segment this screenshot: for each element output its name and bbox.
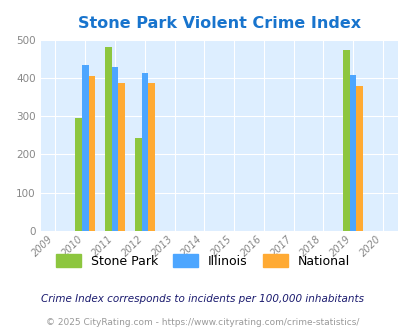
Bar [82,65,88,231]
Bar [88,76,95,231]
Title: Stone Park Violent Crime Index: Stone Park Violent Crime Index [77,16,360,31]
Text: © 2025 CityRating.com - https://www.cityrating.com/crime-statistics/: © 2025 CityRating.com - https://www.city… [46,318,359,327]
Bar [148,83,154,231]
Legend: Stone Park, Illinois, National: Stone Park, Illinois, National [51,249,354,273]
Bar [349,75,356,231]
Bar [141,73,148,231]
Text: Crime Index corresponds to incidents per 100,000 inhabitants: Crime Index corresponds to incidents per… [41,294,364,304]
Bar [111,67,118,231]
Bar [134,138,141,231]
Bar [105,47,111,231]
Bar [343,50,349,231]
Bar [118,83,125,231]
Bar [75,118,82,231]
Bar [356,86,362,231]
